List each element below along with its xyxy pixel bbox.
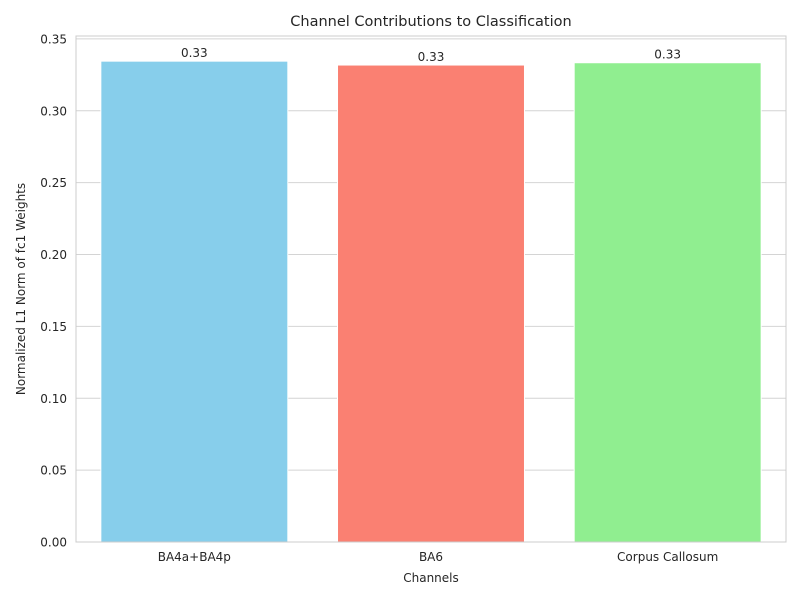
bar-value-label: 0.33 [418, 50, 445, 64]
bar [100, 60, 289, 543]
x-tick-label: BA6 [419, 550, 443, 564]
y-tick-label: 0.10 [40, 392, 67, 406]
bar-value-label: 0.33 [654, 48, 681, 62]
y-axis-label: Normalized L1 Norm of fc1 Weights [14, 183, 28, 395]
y-tick-label: 0.05 [40, 464, 67, 478]
chart-title: Channel Contributions to Classification [290, 14, 571, 30]
bars [100, 60, 762, 543]
y-tick-label: 0.25 [40, 176, 67, 190]
x-axis-label: Channels [403, 571, 459, 585]
y-tick-label: 0.15 [40, 320, 67, 334]
bar [337, 64, 525, 543]
y-tick-label: 0.30 [40, 104, 67, 118]
bar [573, 62, 762, 543]
x-axis-ticks: BA4a+BA4p BA6 Corpus Callosum [158, 550, 719, 564]
y-tick-label: 0.00 [40, 536, 67, 550]
y-tick-label: 0.20 [40, 248, 67, 262]
x-tick-label: Corpus Callosum [617, 550, 718, 564]
x-tick-label: BA4a+BA4p [158, 550, 231, 564]
plot-frame [75, 35, 787, 543]
y-tick-label: 0.35 [40, 32, 67, 46]
bar-value-label: 0.33 [181, 46, 208, 60]
y-axis-ticks: 0.00 0.05 0.10 0.15 0.20 0.25 0.30 0.35 [40, 32, 67, 549]
data-labels: 0.33 0.33 0.33 [181, 46, 681, 64]
